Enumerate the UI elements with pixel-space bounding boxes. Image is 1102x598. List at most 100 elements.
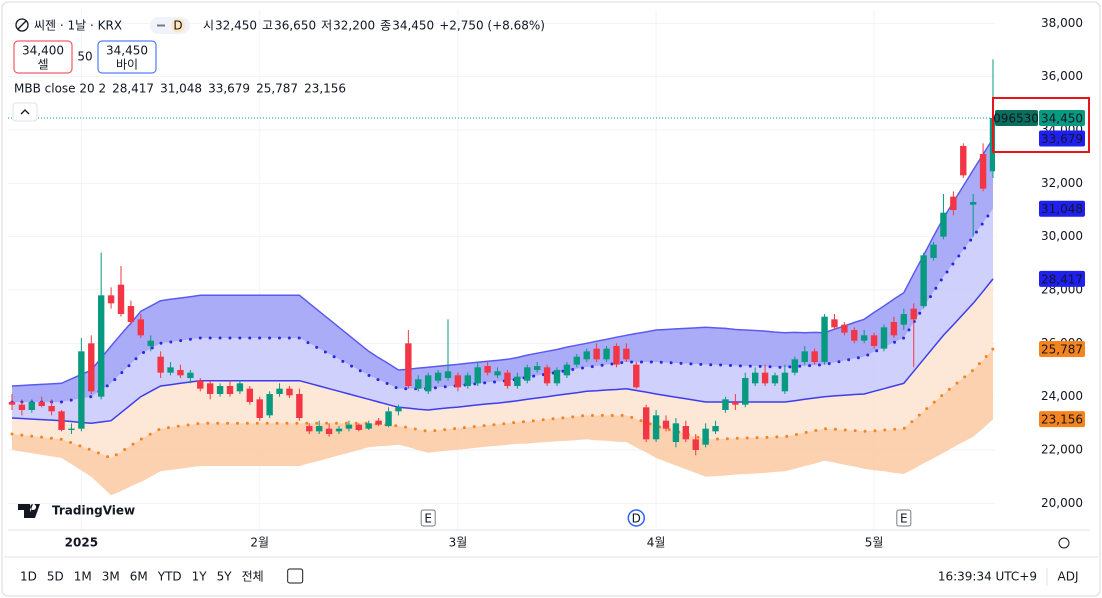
candle-body [940,212,947,237]
candle-body [662,420,670,429]
candle-body [464,375,472,386]
x-tick-label: 2025 [65,536,98,550]
candle-body [177,370,184,376]
candle-body [8,402,16,405]
period-button[interactable]: 1Y [192,570,208,584]
candle-body [315,426,323,432]
candle-body [870,335,878,346]
candle-body [415,379,422,389]
candle-body [652,415,660,440]
band-fill [12,349,993,496]
candle-body [672,423,680,442]
adj-button[interactable]: ADJ [1058,570,1079,584]
candle-body [216,386,224,394]
candle-body [920,255,927,306]
candle-body [801,351,808,362]
candle-body [325,428,333,434]
candle-body [573,356,581,365]
ohlc-label: 고 [262,19,273,33]
x-tick-label: 2월 [250,536,269,550]
symbol-icon-slash [17,20,27,30]
x-tick-label: 5월 [865,536,884,550]
legend-value: 28,417 [112,82,154,96]
x-tick-label: 4월 [647,536,666,550]
buy-label: 바이 [116,58,138,72]
period-button[interactable]: 5Y [217,570,233,584]
price-tag-label: 33,679 [1041,132,1083,146]
band-line [10,207,995,404]
period-button[interactable]: YTD [157,570,182,584]
y-tick-label: 22,000 [1041,443,1083,457]
status-badge-label: D [173,19,182,33]
price-tag [1039,341,1085,358]
price-tag [1039,200,1085,217]
collapse-button[interactable] [12,102,38,122]
candle-body [484,366,491,373]
price-tag-label: 28,417 [1041,272,1083,286]
legend-value: 33,679 [208,82,250,96]
candle-body [345,424,353,429]
candle-body [841,324,848,333]
candle-body [692,439,699,450]
candle-body [405,343,412,386]
price-tag [1039,411,1085,428]
candle-body [880,327,888,349]
buy-button[interactable] [97,40,157,74]
candle-body [97,295,105,397]
candle-body [226,386,234,394]
legend-value: 25,787 [256,82,298,96]
candle-body [851,330,858,341]
price-tag-label: 25,787 [1041,343,1083,357]
candle-body [514,376,521,386]
candle-body [127,306,135,322]
x-tick-label: 3월 [449,536,468,550]
price-tag [1039,270,1085,287]
candle-body [444,371,452,378]
candle-body [682,426,690,440]
period-button[interactable]: 5D [47,570,64,584]
settings-icon[interactable] [1058,537,1070,549]
candle-body [979,154,987,189]
period-button[interactable]: 6M [130,570,148,584]
sell-label: 셀 [37,58,48,72]
candle-body [960,146,967,176]
price-tag-label: 31,048 [1041,202,1083,216]
candle-body [791,359,799,373]
candle-body [751,372,759,384]
ohlc-value: 36,650 [274,19,316,33]
event-label: E [900,512,908,526]
buy-price: 34,450 [106,44,148,58]
last-price-tag [1039,110,1085,126]
y-tick-label: 38,000 [1041,16,1083,30]
period-button[interactable]: 1D [20,570,37,584]
candle-body [296,394,303,418]
y-tick-label: 20,000 [1041,496,1083,510]
y-tick-label: 32,000 [1041,176,1083,190]
candle-body [642,407,650,440]
candle-body [811,351,818,362]
date-range-icon[interactable] [287,568,304,584]
candle-body [593,348,600,360]
candle-body [712,426,719,432]
candle-body [385,411,392,426]
period-button[interactable]: 1M [74,570,92,584]
candle-body [722,399,729,410]
sell-button[interactable] [13,40,73,74]
candle-body [583,351,590,360]
candle-body [424,375,432,392]
price-tag-label: 23,156 [1041,413,1083,427]
candle-body [454,375,462,388]
event-label: E [424,512,432,526]
band-line [11,138,994,387]
candle-body [732,402,739,405]
candle-body [157,356,164,373]
change-value: +2,750 (+8.68%) [439,19,545,33]
period-button[interactable]: 전체 [242,570,264,584]
highlight-box [992,97,1090,153]
candle-body [187,372,194,378]
period-button[interactable]: 3M [102,570,120,584]
ohlc-value: 32,200 [333,19,375,33]
candle-body [504,372,511,386]
candle-body [969,202,977,205]
